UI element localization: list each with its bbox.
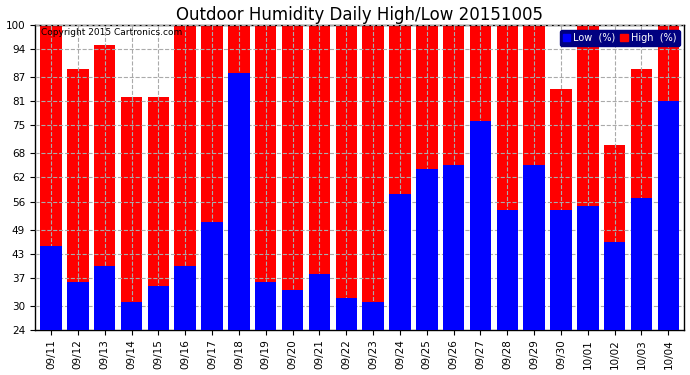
Bar [497,25,518,375]
Bar [175,25,196,375]
Bar [175,266,196,375]
Bar [201,25,223,375]
Bar [443,165,464,375]
Bar [550,210,572,375]
Bar [308,25,330,375]
Bar [308,274,330,375]
Bar [148,97,169,375]
Bar [443,25,464,375]
Bar [94,45,115,375]
Bar [631,69,652,375]
Bar [362,25,384,375]
Legend: Low  (%), High  (%): Low (%), High (%) [560,30,680,46]
Bar [577,25,598,375]
Text: Copyright 2015 Cartronics.com: Copyright 2015 Cartronics.com [41,28,183,37]
Bar [389,194,411,375]
Bar [389,25,411,375]
Bar [255,25,277,375]
Bar [40,246,61,375]
Bar [416,25,437,375]
Bar [658,25,679,375]
Bar [282,25,304,375]
Bar [228,25,250,375]
Bar [255,282,277,375]
Bar [67,69,88,375]
Bar [577,206,598,375]
Bar [201,222,223,375]
Bar [604,146,625,375]
Bar [282,290,304,375]
Bar [658,101,679,375]
Bar [121,302,142,375]
Bar [524,165,545,375]
Bar [550,89,572,375]
Bar [67,282,88,375]
Bar [121,97,142,375]
Bar [604,242,625,375]
Bar [470,122,491,375]
Bar [470,25,491,375]
Bar [335,298,357,375]
Bar [94,266,115,375]
Bar [148,286,169,375]
Bar [497,210,518,375]
Bar [335,25,357,375]
Bar [416,170,437,375]
Bar [228,73,250,375]
Bar [631,198,652,375]
Bar [524,25,545,375]
Title: Outdoor Humidity Daily High/Low 20151005: Outdoor Humidity Daily High/Low 20151005 [176,6,543,24]
Bar [40,25,61,375]
Bar [362,302,384,375]
